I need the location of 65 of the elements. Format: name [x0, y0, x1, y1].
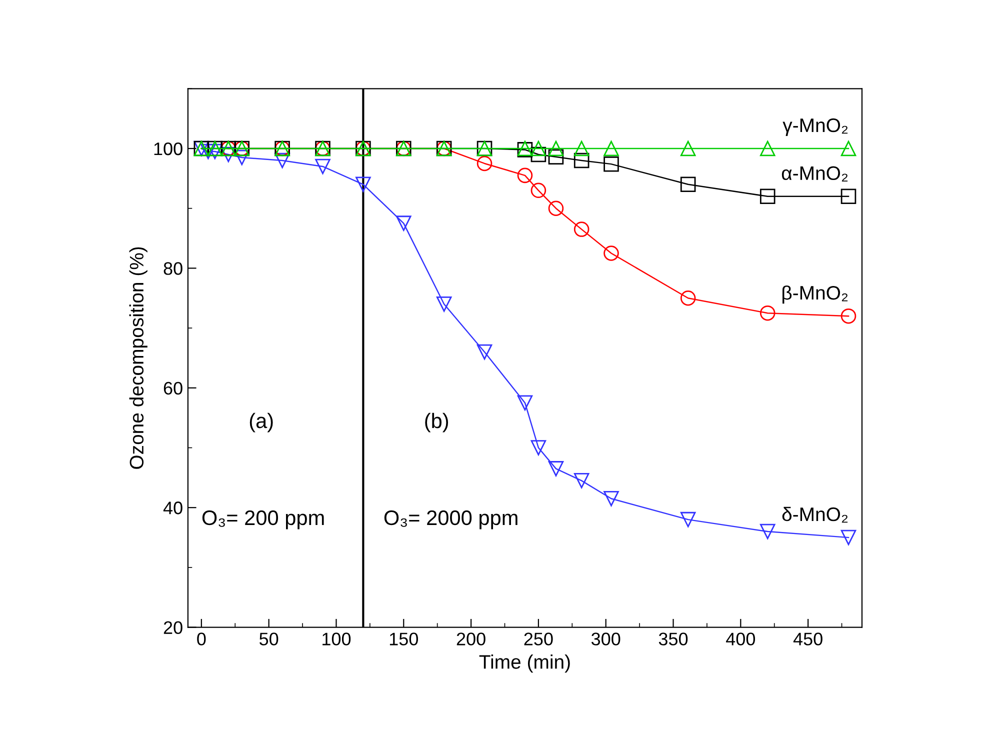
point [604, 140, 619, 156]
point [530, 440, 546, 456]
point [548, 140, 564, 156]
point [840, 140, 856, 156]
point [315, 158, 330, 174]
point [274, 152, 290, 168]
x-axis-title: Time (min) [479, 654, 570, 673]
point [840, 308, 856, 324]
point [476, 344, 492, 360]
point [840, 530, 856, 546]
point [530, 140, 546, 156]
annotation: (b) [425, 412, 448, 432]
point [604, 490, 619, 506]
x-tick-label: 200 [456, 632, 486, 646]
point [548, 200, 564, 216]
point [680, 290, 696, 306]
y-tick-label: 80 [164, 262, 182, 275]
point [760, 188, 776, 204]
point [530, 182, 546, 198]
point [574, 222, 590, 237]
point [680, 512, 696, 528]
point [574, 152, 590, 168]
point [548, 461, 564, 476]
point [356, 176, 371, 192]
point [548, 149, 564, 165]
point [840, 188, 856, 204]
x-tick-label: 400 [726, 632, 756, 646]
point [234, 150, 250, 166]
point [220, 146, 236, 162]
point [200, 144, 216, 160]
x-tick-label: 50 [260, 632, 278, 646]
y-tick-label: 40 [163, 502, 182, 514]
point [574, 473, 590, 488]
x-tick-label: 150 [390, 632, 418, 646]
point [574, 140, 590, 156]
series-label: δ-MnO₂ [782, 506, 848, 523]
x-tick-label: 300 [591, 632, 620, 646]
point [396, 216, 412, 231]
point [436, 296, 452, 312]
annotation: O₃= 2000 ppm [384, 510, 518, 530]
point [760, 140, 776, 156]
point [680, 176, 696, 192]
point [530, 146, 546, 162]
series-label: β-MnO₂ [782, 285, 848, 304]
x-tick-label: 250 [524, 632, 553, 646]
annotation: (a) [250, 412, 273, 432]
series-label: γ-MnO₂ [782, 118, 848, 136]
y-tick-label: 60 [164, 382, 182, 395]
point [680, 140, 696, 156]
x-tick-label: 350 [658, 632, 688, 646]
x-tick-label: 450 [793, 632, 822, 646]
point [604, 246, 619, 261]
point [517, 168, 533, 184]
point [604, 156, 619, 172]
annotation: O₃= 200 ppm [202, 510, 324, 530]
point [760, 524, 776, 540]
point [760, 305, 776, 321]
x-tick-label: 100 [322, 632, 351, 646]
y-tick-label: 20 [164, 621, 182, 634]
series-label: α-MnO₂ [782, 166, 848, 182]
y-tick-label: 100 [154, 142, 182, 156]
point [476, 156, 492, 172]
point [517, 395, 533, 410]
y-axis-title: Ozone decomposition (%) [129, 247, 148, 469]
x-tick-label: 0 [197, 632, 206, 646]
